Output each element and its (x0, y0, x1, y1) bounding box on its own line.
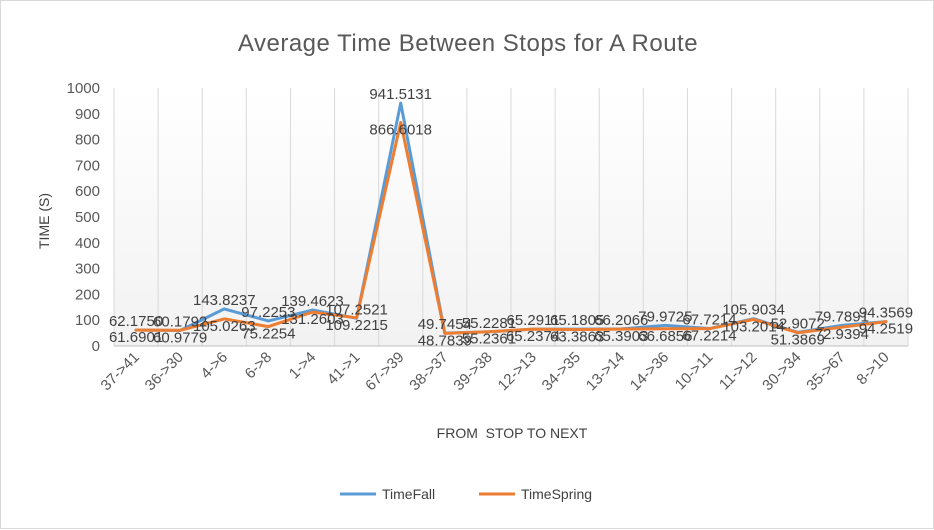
data-label: 72.9394 (815, 326, 869, 343)
data-label: 62.1750 (109, 313, 163, 330)
y-tick-label: 600 (75, 183, 100, 200)
y-tick-label: 500 (75, 209, 100, 226)
y-tick-label: 700 (75, 157, 100, 174)
y-tick-label: 300 (75, 261, 100, 278)
data-label: 55.2361 (462, 331, 516, 348)
data-label: 66.2066 (594, 312, 648, 329)
x-tick-label: 35->67 (803, 349, 848, 394)
y-tick-label: 200 (75, 286, 100, 303)
x-tick-label: 36->30 (142, 349, 187, 394)
data-label: 65.3903 (594, 328, 648, 345)
x-tick-label: 34->35 (539, 349, 584, 394)
data-label: 51.3869 (771, 332, 825, 349)
data-label: 79.7891 (815, 308, 869, 325)
data-label: 65.2911 (507, 312, 560, 329)
data-label: 139.4623 (281, 293, 344, 310)
series-line-timespring (134, 120, 888, 335)
data-label: 94.3569 (859, 305, 913, 322)
x-tick-label: 37->41 (98, 349, 143, 394)
y-axis-title: TIME (S) (36, 193, 52, 249)
category-gridlines (113, 88, 909, 346)
y-tick-label: 0 (92, 338, 100, 355)
x-tick-label: 12->13 (495, 349, 540, 394)
data-label: 94.2519 (859, 321, 913, 338)
data-label: 60.9779 (153, 329, 207, 346)
y-tick-label: 100 (75, 312, 100, 329)
x-tick-label: 6->8 (242, 349, 276, 383)
series-lines (134, 101, 888, 335)
data-label: 79.9725 (638, 308, 692, 325)
chart-title: Average Time Between Stops for A Route (238, 30, 698, 57)
data-label: 48.7839 (418, 332, 472, 349)
data-label: 63.3863 (550, 329, 604, 346)
x-tick-label: 14->36 (627, 349, 672, 394)
x-tick-label: 38->37 (406, 349, 451, 394)
data-label: 67.2214 (682, 328, 736, 345)
data-label: 105.9034 (722, 302, 785, 319)
data-label: 65.1805 (550, 312, 604, 329)
data-label: 66.6856 (638, 328, 692, 345)
data-label: 55.2281 (462, 315, 516, 332)
x-tick-label: 13->14 (583, 349, 628, 394)
x-tick-label: 30->34 (759, 349, 804, 394)
data-label: 941.5131 (369, 86, 432, 103)
x-tick-label: 10->11 (672, 349, 717, 394)
x-tick-label: 1->4 (286, 349, 320, 383)
data-label: 49.7454 (418, 316, 472, 333)
x-tick-label: 11->12 (716, 349, 761, 394)
x-tick-label: 4->6 (198, 349, 232, 383)
x-tick-label: 39->38 (450, 349, 495, 394)
data-label: 131.2603 (281, 311, 344, 328)
y-tick-label: 800 (75, 132, 100, 149)
data-label: 75.2254 (241, 326, 295, 343)
x-axis-title: FROM STOP TO NEXT (437, 425, 588, 441)
legend: TimeFall TimeSpring (340, 486, 592, 502)
y-tick-label: 1000 (67, 80, 100, 97)
data-label: 109.2215 (325, 317, 388, 334)
data-label: 52.9072 (771, 315, 825, 332)
y-tick-label: 400 (75, 235, 100, 252)
data-label: 103.2014 (722, 318, 785, 335)
data-label: 866.6018 (369, 121, 432, 138)
x-tick-label: 67->39 (362, 349, 407, 394)
x-tick-label: 8->10 (853, 349, 892, 388)
data-label: 97.2253 (241, 304, 295, 321)
data-label: 60.1792 (153, 313, 207, 330)
x-tick-label: 41->1 (324, 349, 363, 388)
data-label: 67.7214 (682, 312, 736, 329)
data-label: 65.2374 (506, 328, 560, 345)
data-label: 143.8237 (193, 292, 256, 309)
legend-label-timefall: TimeFall (382, 486, 435, 502)
data-label: 61.6901 (109, 329, 163, 346)
y-tick-label: 900 (75, 106, 100, 123)
data-label: 107.2521 (325, 301, 388, 318)
legend-label-timespring: TimeSpring (521, 486, 592, 502)
data-label: 105.0263 (193, 318, 256, 335)
